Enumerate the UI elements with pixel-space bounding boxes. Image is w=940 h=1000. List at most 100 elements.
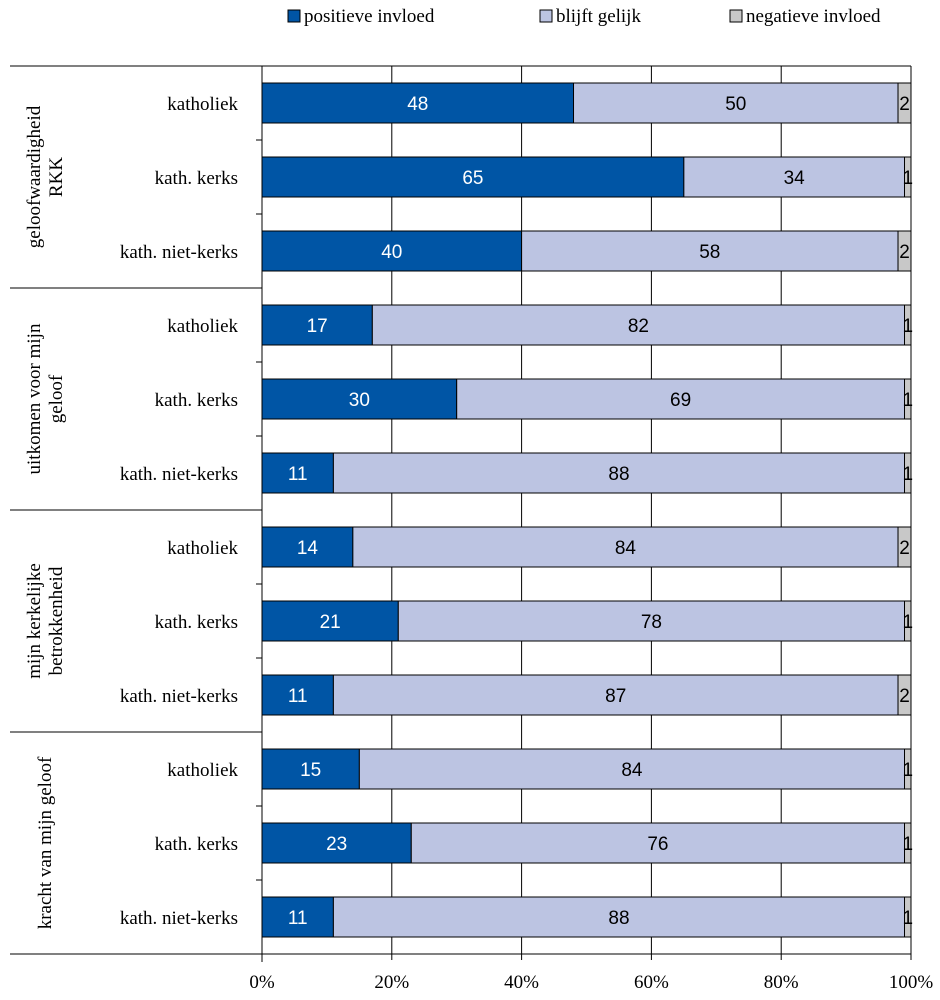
x-tick-label: 40%	[504, 972, 539, 993]
data-label: 1	[902, 834, 913, 855]
data-label: 1	[902, 464, 913, 485]
bar-segment	[897, 526, 912, 568]
category-label: kath. kerks	[155, 390, 238, 411]
legend-label: blijft gelijk	[556, 6, 641, 27]
bar-segment	[332, 674, 899, 716]
data-label: 87	[605, 686, 626, 707]
bar-segment	[904, 304, 912, 346]
data-label: 11	[288, 464, 308, 485]
legend-swatch	[287, 9, 301, 23]
bar-segment	[521, 230, 899, 272]
group-label: geloof	[46, 374, 67, 423]
data-label: 78	[641, 612, 662, 633]
bar-segment	[261, 896, 334, 938]
bar-segment	[358, 748, 906, 790]
legend-label: negatieve invloed	[746, 6, 881, 27]
group-label: mijn kerkelijke	[24, 563, 45, 679]
category-label: katholiek	[167, 760, 238, 781]
data-label: 1	[902, 316, 913, 337]
group-label: kracht van mijn geloof	[35, 756, 56, 929]
data-label: 2	[899, 94, 910, 115]
bar-segment	[897, 82, 912, 124]
bar-segment	[332, 452, 906, 494]
bars: 48 50 265 34 140 58 217 82 130 69 111 88 114 84 221 78 1…	[261, 82, 913, 938]
bar-segment	[904, 600, 912, 642]
group-label: uitkomen voor mijn	[24, 323, 45, 474]
bar-segment	[904, 896, 912, 938]
data-label: 2	[899, 242, 910, 263]
data-label: 88	[608, 908, 629, 929]
category-label: kath. niet-kerks	[120, 908, 238, 929]
bar-segment	[261, 304, 373, 346]
bar-segment	[456, 378, 906, 420]
category-label: kath. niet-kerks	[120, 686, 238, 707]
data-label: 21	[320, 612, 341, 633]
data-label: 15	[300, 760, 321, 781]
bar-segment	[261, 822, 412, 864]
bar-segment	[897, 674, 912, 716]
bar-segment	[410, 822, 906, 864]
legend: positieve invloed blijft gelijk negatieve …	[287, 6, 881, 27]
bar-segment	[352, 526, 899, 568]
data-label: 84	[615, 538, 637, 559]
bar-segment	[332, 896, 906, 938]
data-label: 1	[902, 760, 913, 781]
data-label: 14	[297, 538, 319, 559]
bar-segment	[261, 452, 334, 494]
group-label: betrokkenheid	[46, 566, 67, 675]
bar-segment	[904, 822, 912, 864]
data-label: 1	[902, 168, 913, 189]
legend-label: positieve invloed	[304, 6, 435, 27]
bar-segment	[904, 156, 912, 198]
group-label: geloofwaardigheid	[24, 105, 45, 248]
labels: katholiek kath. kerks kath. niet-kerks kath…	[24, 94, 238, 929]
x-tick-label: 60%	[634, 972, 669, 993]
category-label: kath. niet-kerks	[120, 242, 238, 263]
data-label: 11	[288, 908, 308, 929]
axes: 0% 20% 40% 60% 80% 100%	[10, 65, 934, 993]
bar-segment	[904, 378, 912, 420]
bar-segment	[397, 600, 906, 642]
bar-segment	[904, 452, 912, 494]
category-label: katholiek	[167, 94, 238, 115]
data-label: 82	[628, 316, 649, 337]
bar-segment	[573, 82, 899, 124]
data-label: 30	[349, 390, 370, 411]
category-label: katholiek	[167, 538, 238, 559]
legend-swatch	[729, 9, 743, 23]
bar-segment	[261, 378, 458, 420]
x-tick-label: 100%	[889, 972, 934, 993]
x-tick-label: 20%	[374, 972, 409, 993]
data-label: 65	[462, 168, 483, 189]
bar-segment	[261, 526, 354, 568]
category-label: kath. kerks	[155, 168, 238, 189]
data-label: 48	[407, 94, 428, 115]
data-label: 1	[902, 612, 913, 633]
category-label: kath. kerks	[155, 612, 238, 633]
bar-segment	[371, 304, 906, 346]
data-label: 76	[647, 834, 668, 855]
category-label: katholiek	[167, 316, 238, 337]
data-label: 2	[899, 686, 910, 707]
group-label: RKK	[46, 157, 67, 197]
data-label: 50	[725, 94, 746, 115]
legend-swatch	[539, 9, 553, 23]
bar-segment	[261, 82, 575, 124]
data-label: 23	[326, 834, 347, 855]
data-label: 84	[621, 760, 643, 781]
category-label: kath. niet-kerks	[120, 464, 238, 485]
data-label: 34	[784, 168, 806, 189]
category-label: kath. kerks	[155, 834, 238, 855]
x-tick-label: 0%	[249, 972, 275, 993]
data-label: 58	[699, 242, 720, 263]
data-label: 17	[307, 316, 328, 337]
data-label: 1	[902, 908, 913, 929]
gridlines	[391, 66, 912, 954]
data-label: 40	[381, 242, 402, 263]
bar-segment	[261, 748, 360, 790]
data-label: 1	[902, 390, 913, 411]
data-label: 11	[288, 686, 308, 707]
data-label: 88	[608, 464, 629, 485]
bar-segment	[904, 748, 912, 790]
